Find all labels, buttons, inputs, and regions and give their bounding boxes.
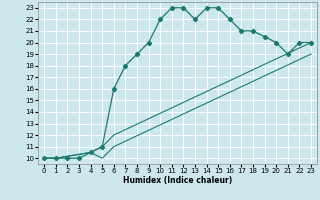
X-axis label: Humidex (Indice chaleur): Humidex (Indice chaleur) <box>123 176 232 185</box>
